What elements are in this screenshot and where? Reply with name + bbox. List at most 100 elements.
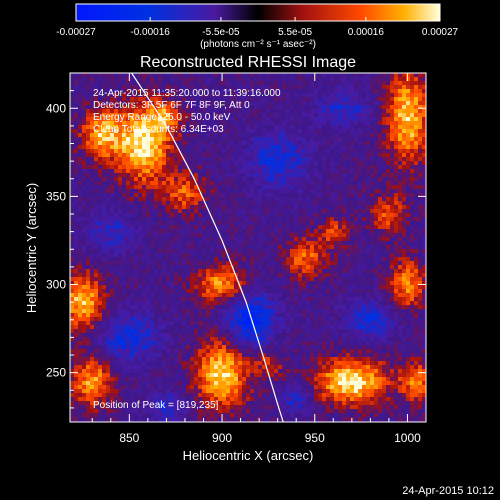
heatmap-cell xyxy=(302,253,306,257)
heatmap-cell xyxy=(338,289,342,293)
heatmap-cell xyxy=(230,101,234,105)
heatmap-cell xyxy=(162,161,166,165)
heatmap-cell xyxy=(138,249,142,253)
heatmap-cell xyxy=(330,221,334,225)
heatmap-cell xyxy=(158,141,162,145)
heatmap-cell xyxy=(238,245,242,249)
heatmap-cell xyxy=(378,205,382,209)
heatmap-cell xyxy=(114,177,118,181)
heatmap-cell xyxy=(182,133,186,137)
heatmap-cell xyxy=(354,201,358,205)
heatmap-cell xyxy=(210,73,214,77)
heatmap-cell xyxy=(102,289,106,293)
heatmap-cell xyxy=(238,125,242,129)
heatmap-cell xyxy=(250,205,254,209)
heatmap-cell xyxy=(350,245,354,249)
heatmap-cell xyxy=(214,213,218,217)
heatmap-cell xyxy=(306,269,310,273)
heatmap-cell xyxy=(170,269,174,273)
heatmap-cell xyxy=(98,217,102,221)
heatmap-cell xyxy=(382,253,386,257)
heatmap-cell xyxy=(222,117,226,121)
heatmap-cell xyxy=(126,193,130,197)
heatmap-cell xyxy=(270,257,274,261)
heatmap-cell xyxy=(150,129,154,133)
heatmap-cell xyxy=(186,121,190,125)
heatmap-cell xyxy=(314,157,318,161)
heatmap-cell xyxy=(334,181,338,185)
heatmap-cell xyxy=(414,289,418,293)
heatmap-cell xyxy=(402,197,406,201)
heatmap-cell xyxy=(234,81,238,85)
heatmap-cell xyxy=(334,165,338,169)
heatmap-cell xyxy=(358,201,362,205)
heatmap-cell xyxy=(410,189,414,193)
heatmap-cell xyxy=(178,225,182,229)
heatmap-cell xyxy=(326,221,330,225)
heatmap-cell xyxy=(166,105,170,109)
heatmap-cell xyxy=(102,77,106,81)
heatmap-cell xyxy=(302,129,306,133)
heatmap-cell xyxy=(134,233,138,237)
heatmap-cell xyxy=(390,81,394,85)
heatmap-cell xyxy=(130,157,134,161)
heatmap-cell xyxy=(322,253,326,257)
heatmap-cell xyxy=(198,93,202,97)
heatmap-cell xyxy=(274,81,278,85)
heatmap-cell xyxy=(334,257,338,261)
heatmap-cell xyxy=(318,209,322,213)
heatmap-cell xyxy=(138,141,142,145)
heatmap-cell xyxy=(410,93,414,97)
heatmap-cell xyxy=(122,169,126,173)
heatmap-cell xyxy=(182,277,186,281)
heatmap-cell xyxy=(382,153,386,157)
heatmap-cell xyxy=(214,125,218,129)
heatmap-cell xyxy=(342,141,346,145)
heatmap-cell xyxy=(266,117,270,121)
heatmap-cell xyxy=(326,113,330,117)
heatmap-cell xyxy=(142,117,146,121)
heatmap-cell xyxy=(138,161,142,165)
heatmap-cell xyxy=(198,81,202,85)
heatmap-cell xyxy=(226,261,230,265)
heatmap-cell xyxy=(254,261,258,265)
heatmap-cell xyxy=(146,81,150,85)
heatmap-cell xyxy=(138,285,142,289)
heatmap-cell xyxy=(190,281,194,285)
heatmap-cell xyxy=(126,173,130,177)
heatmap-cell xyxy=(294,205,298,209)
heatmap-cell xyxy=(402,209,406,213)
heatmap-cell xyxy=(150,165,154,169)
heatmap-cell xyxy=(206,257,210,261)
heatmap-cell xyxy=(170,85,174,89)
heatmap-cell xyxy=(326,85,330,89)
heatmap-cell xyxy=(242,281,246,285)
heatmap-cell xyxy=(406,133,410,137)
heatmap-cell xyxy=(254,93,258,97)
heatmap-cell xyxy=(226,245,230,249)
heatmap-cell xyxy=(102,165,106,169)
heatmap-cell xyxy=(354,73,358,77)
heatmap-cell xyxy=(94,81,98,85)
heatmap-cell xyxy=(262,137,266,141)
heatmap-cell xyxy=(98,125,102,129)
heatmap-cell xyxy=(390,125,394,129)
heatmap-cell xyxy=(90,169,94,173)
heatmap-cell xyxy=(162,205,166,209)
heatmap-cell xyxy=(98,241,102,245)
heatmap-cell xyxy=(318,261,322,265)
heatmap-cell xyxy=(398,225,402,229)
heatmap-cell xyxy=(250,145,254,149)
heatmap-cell xyxy=(210,173,214,177)
heatmap-cell xyxy=(346,193,350,197)
heatmap-cell xyxy=(338,213,342,217)
heatmap-cell xyxy=(202,145,206,149)
heatmap-cell xyxy=(86,145,90,149)
heatmap-cell xyxy=(326,177,330,181)
heatmap-cell xyxy=(350,189,354,193)
heatmap-cell xyxy=(82,153,86,157)
heatmap-cell xyxy=(162,113,166,117)
heatmap-cell xyxy=(102,241,106,245)
heatmap-cell xyxy=(310,221,314,225)
heatmap-cell xyxy=(178,213,182,217)
